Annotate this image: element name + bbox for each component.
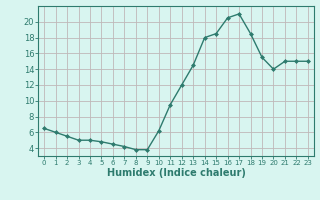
X-axis label: Humidex (Indice chaleur): Humidex (Indice chaleur) — [107, 168, 245, 178]
